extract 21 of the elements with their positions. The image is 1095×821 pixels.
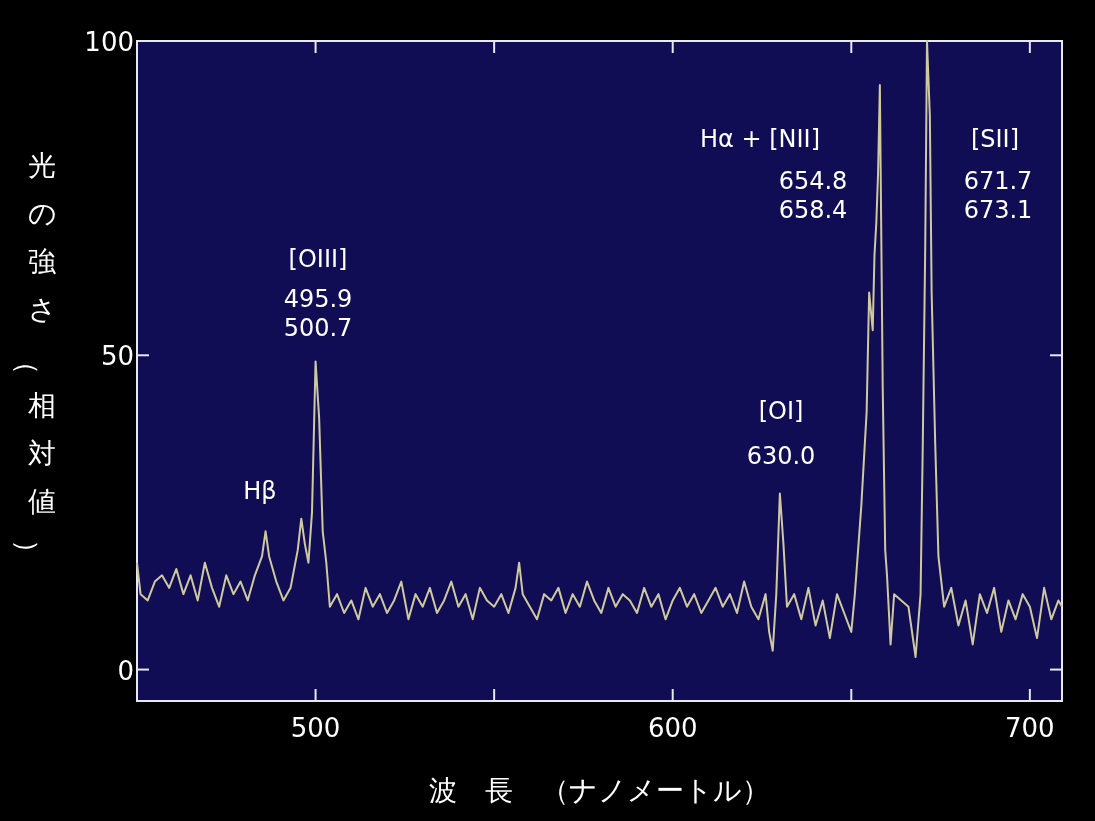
- text: 光の強さ（相対値）: [11, 149, 57, 567]
- x-tick-label: 500: [290, 713, 341, 743]
- annotation: 495.9: [283, 285, 353, 313]
- line-series: [136, 40, 1063, 658]
- annotation: 658.4: [778, 196, 848, 224]
- annotation: 671.7: [963, 167, 1033, 195]
- annotation: 673.1: [963, 196, 1033, 224]
- annotation: Hβ: [243, 477, 277, 505]
- annotation: 500.7: [283, 314, 353, 342]
- y-tick-label: 100: [84, 27, 134, 57]
- annotation: Hα + [NII]: [699, 125, 821, 153]
- y-tick-label: 0: [117, 655, 134, 686]
- annotation: 630.0: [746, 442, 816, 470]
- annotation: [OIII]: [288, 245, 348, 273]
- x-tick-label: 700: [1005, 713, 1055, 743]
- x-tick-label: 600: [647, 713, 698, 743]
- annotation: [SII]: [970, 125, 1020, 153]
- annotation: [OI]: [758, 397, 804, 425]
- x-axis-title: 波 長 （ナノメートル）: [429, 774, 770, 807]
- annotation: 654.8: [778, 167, 848, 195]
- y-tick-label: 50: [100, 341, 134, 372]
